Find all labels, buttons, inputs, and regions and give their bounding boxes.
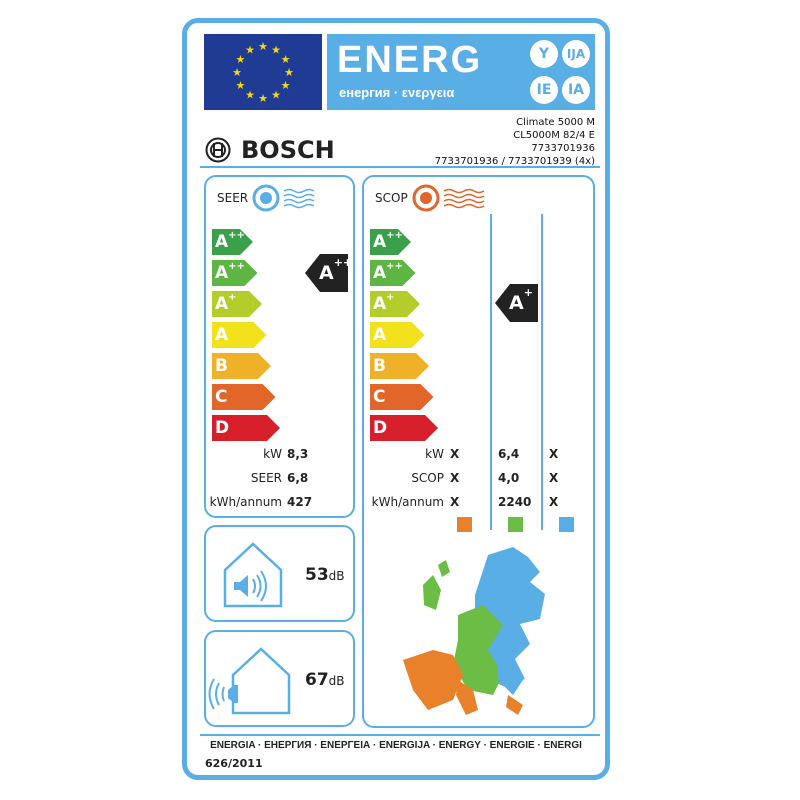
- seer-title: SEER: [217, 191, 249, 205]
- divider: [200, 166, 600, 168]
- star: ★: [258, 40, 268, 53]
- rating-sup: ++: [333, 256, 353, 269]
- bosch-logo-icon: [205, 137, 231, 163]
- suffix-ia: IA: [562, 76, 590, 104]
- scale-bar-B0: B: [212, 353, 271, 379]
- heating-panel: [362, 175, 595, 728]
- scale-bar-C0: C: [370, 384, 434, 410]
- scale-bar-C0: C: [212, 384, 276, 410]
- scop-title: SCOP: [375, 191, 408, 205]
- scale-bar-D0: D: [212, 415, 280, 441]
- outdoor-noise-panel: [204, 630, 355, 727]
- noise-unit: dB: [328, 674, 345, 688]
- brand: BOSCH: [205, 136, 335, 164]
- brand-name: BOSCH: [241, 136, 335, 164]
- row-label: SCOP: [411, 471, 444, 485]
- outdoor-unit-speaker-icon: [208, 647, 291, 715]
- climate-average-swatch: [508, 517, 523, 532]
- europe-climate-map: [403, 547, 545, 715]
- outdoor-noise-level: 67dB: [305, 670, 345, 690]
- indoor-unit-speaker-icon: [223, 542, 283, 608]
- scale-bar-D0: D: [370, 415, 438, 441]
- scale-bar-A0: A: [370, 322, 425, 348]
- scale-bar-A0: A: [212, 322, 267, 348]
- star: ★: [245, 89, 255, 102]
- energy-word: ENERG: [337, 39, 483, 81]
- product-line: Climate 5000 M: [516, 117, 595, 128]
- scale-bar-A1: A+: [212, 291, 262, 317]
- indoor-noise-panel: [204, 525, 355, 622]
- product-line: CL5000M 82/4 E: [513, 130, 595, 141]
- suffix-ie: IE: [530, 76, 558, 104]
- cooling-fan-icon: [252, 184, 315, 212]
- star: ★: [236, 53, 246, 66]
- climate-cold-swatch: [559, 517, 574, 532]
- suffix-ija: IJA: [562, 40, 590, 68]
- row-label: SEER: [250, 471, 282, 485]
- label-frame: [182, 18, 610, 780]
- row-label: kW: [263, 447, 282, 461]
- heating-value: X: [549, 447, 559, 461]
- noise-value: 53: [305, 565, 329, 585]
- heating-value: X: [450, 495, 460, 509]
- eu-stars-icon: ★ ★★★★★★★★★★★: [232, 40, 294, 105]
- product-info: Climate 5000 M CL5000M 82/4 E 7733701936…: [435, 116, 595, 168]
- star: ★: [284, 66, 294, 79]
- column-divider: [541, 214, 543, 530]
- footer-languages: ENERGIA · ЕНЕРГИЯ · ΕΝΕΡΓΕΙΑ · ENERGIJA …: [210, 740, 582, 751]
- noise-value: 67: [305, 670, 329, 690]
- product-line: 7733701936: [531, 143, 595, 154]
- energy-header: ENERG енергия · ενεργεια Y IJA IE IA: [327, 34, 595, 110]
- cooling-kwh-value: 427: [287, 495, 313, 509]
- row-label: kWh/annum: [371, 495, 444, 509]
- rating-letter: A: [509, 292, 524, 314]
- star: ★: [271, 89, 281, 102]
- row-label: kW: [425, 447, 444, 461]
- heating-value: X: [450, 447, 460, 461]
- suffix-y: Y: [530, 40, 558, 68]
- heating-value: 2240: [498, 495, 532, 509]
- rating-letter: A: [319, 262, 334, 284]
- heating-value: X: [549, 471, 559, 485]
- heating-value: X: [549, 495, 559, 509]
- rating-sup: +: [523, 286, 533, 299]
- cooling-kw-value: 8,3: [287, 447, 309, 461]
- noise-unit: dB: [328, 569, 345, 583]
- product-line: 7733701936 / 7733701939 (4x): [434, 156, 595, 167]
- column-divider: [490, 214, 492, 530]
- heating-fan-icon: [412, 184, 485, 212]
- star: ★: [236, 79, 246, 92]
- heating-value: 6,4: [498, 447, 520, 461]
- heating-value: 4,0: [498, 471, 520, 485]
- cooling-panel: [204, 175, 355, 518]
- eu-flag: ★ ★ ★ ★ ★ ★ ★ ★ ★ ★ ★ ★: [204, 34, 322, 110]
- regulation-number: 626/2011: [205, 757, 263, 770]
- star: ★: [258, 92, 268, 105]
- star: ★: [232, 66, 242, 79]
- divider: [200, 734, 600, 736]
- cooling-seer-value: 6,8: [287, 471, 309, 485]
- energy-subtitle: енергия · ενεργεια: [339, 85, 455, 100]
- climate-warm-swatch: [457, 517, 472, 532]
- star: ★: [281, 79, 291, 92]
- star: ★: [281, 53, 291, 66]
- heating-value: X: [450, 471, 460, 485]
- indoor-noise-level: 53dB: [305, 565, 345, 585]
- star: ★: [245, 43, 255, 56]
- scale-bar-B0: B: [370, 353, 429, 379]
- star: ★: [271, 43, 281, 56]
- row-label: kWh/annum: [209, 495, 282, 509]
